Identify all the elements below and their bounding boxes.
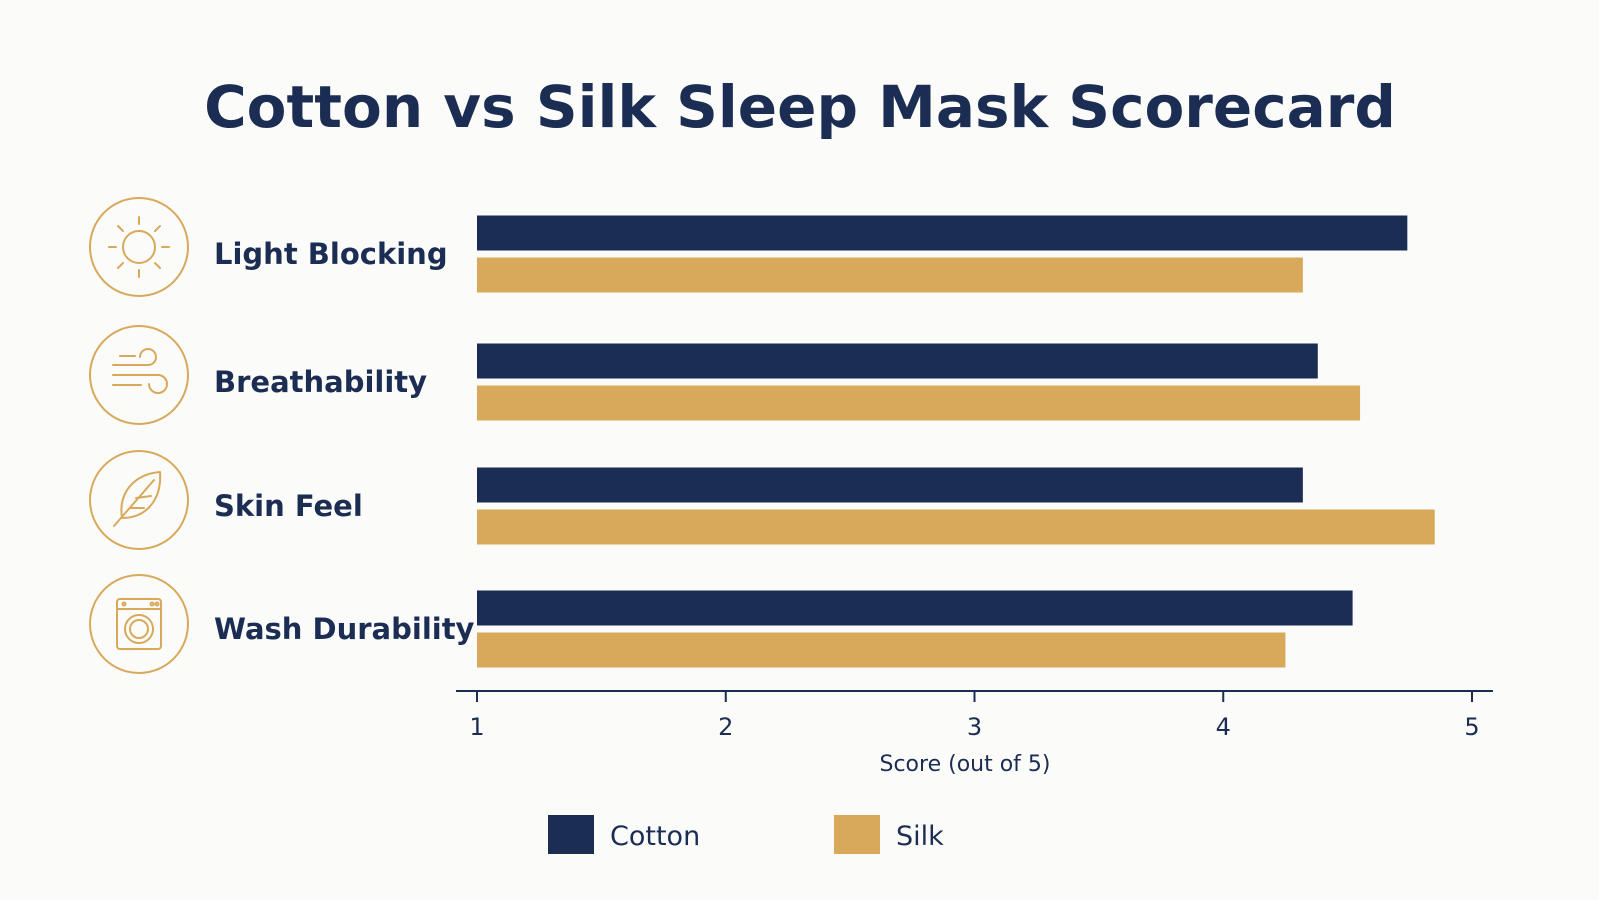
category-label: Breathability (214, 365, 427, 399)
bar-cotton (477, 590, 1353, 626)
category-labels: Light Blocking Breathability Skin Feel Wash… (214, 237, 475, 646)
legend-label: Cotton (610, 821, 700, 852)
legend-label: Silk (896, 821, 944, 852)
bar-silk (477, 632, 1286, 668)
x-tick-label: 3 (967, 713, 982, 741)
legend-item-cotton: Cotton (548, 815, 700, 854)
category-label: Skin Feel (214, 489, 363, 523)
legend-item-silk: Silk (834, 815, 944, 854)
bars (477, 215, 1435, 668)
wind-icon (89, 325, 189, 425)
bar-cotton (477, 215, 1408, 251)
x-tick-label: 1 (469, 713, 484, 741)
bar-silk (477, 257, 1303, 293)
bar-cotton (477, 467, 1303, 503)
washing-machine-icon (89, 574, 189, 674)
legend-swatch-cotton (548, 815, 594, 854)
legend-swatch-silk (834, 815, 880, 854)
legend: Cotton Silk (548, 815, 944, 854)
feather-icon (89, 450, 189, 550)
category-icons (89, 197, 189, 674)
category-label: Light Blocking (214, 237, 448, 271)
x-tick-label: 2 (718, 713, 733, 741)
chart-title: Cotton vs Silk Sleep Mask Scorecard (204, 73, 1396, 141)
x-axis: 1 2 3 4 5 (456, 690, 1493, 741)
bar-cotton (477, 343, 1318, 379)
bar-silk (477, 385, 1361, 421)
bar-silk (477, 509, 1435, 545)
category-label: Wash Durability (214, 612, 475, 646)
x-axis-title: Score (out of 5) (880, 752, 1051, 777)
x-tick-label: 5 (1464, 713, 1479, 741)
x-tick-label: 4 (1216, 713, 1231, 741)
sun-icon (89, 197, 189, 297)
